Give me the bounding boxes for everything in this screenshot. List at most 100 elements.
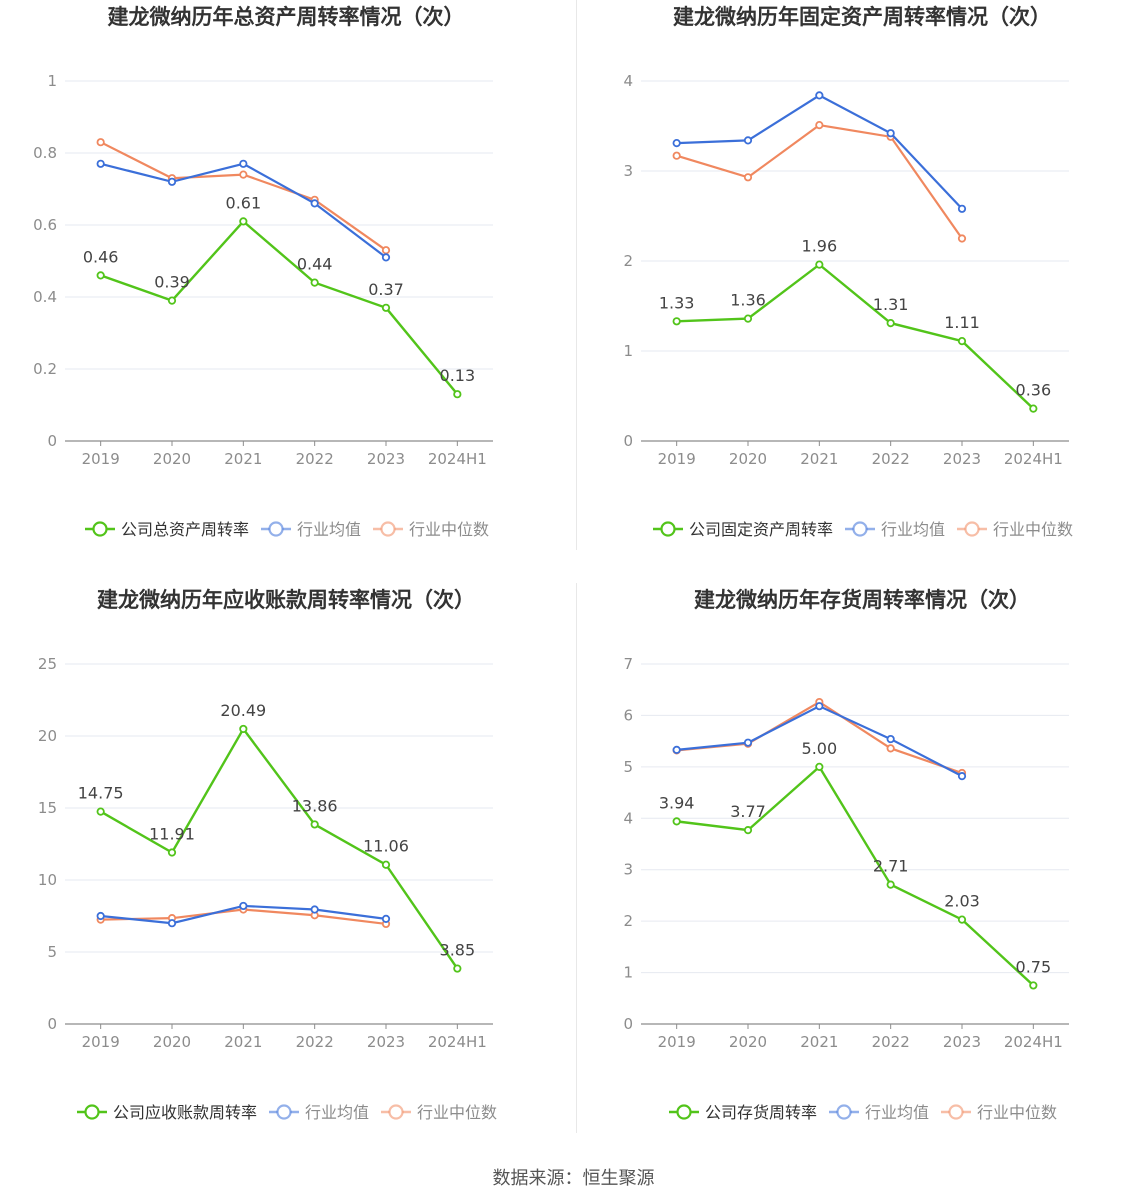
data-point-company [1029,404,1038,413]
legend-item-company: 公司固定资产周转率 [653,520,833,539]
y-tick-label: 0.2 [33,360,57,378]
data-label: 13.86 [292,796,338,815]
data-point-median [957,234,967,243]
x-tick-label: 2020 [729,1033,767,1051]
data-point-company [96,807,105,816]
y-tick-label: 5 [623,758,633,776]
data-point-avg [381,914,391,923]
x-tick-label: 2021 [800,1033,838,1051]
data-label: 14.75 [78,784,124,803]
data-point-avg [743,738,753,747]
legend-label: 行业中位数 [993,520,1073,539]
y-tick-label: 15 [38,799,57,817]
data-label: 0.36 [1016,381,1052,400]
data-label: 0.75 [1016,957,1052,976]
x-tick-label: 2020 [153,450,191,468]
data-point-avg [310,905,319,914]
data-label: 1.31 [873,295,909,314]
y-tick-label: 1 [47,72,57,90]
data-point-company [381,860,391,869]
data-point-avg [957,204,967,213]
data-point-median [815,121,824,130]
data-label: 0.39 [154,273,190,292]
data-point-company [453,964,462,973]
data-label: 0.44 [297,255,333,274]
series-line-company [100,219,459,395]
data-point-company [815,762,824,771]
data-point-median [239,170,248,179]
y-tick-label: 3 [623,861,633,879]
x-tick-label: 2024H1 [1004,1033,1063,1051]
y-tick-label: 0.8 [33,144,57,162]
x-tick-label: 2019 [82,1033,120,1051]
y-tick-label: 20 [38,727,57,745]
data-point-company [957,336,967,346]
y-tick-label: 6 [623,706,633,724]
data-point-median [886,744,895,753]
chart-title: 建龙微纳历年存货周转率情况（次） [694,588,1030,612]
data-point-company [239,724,248,734]
y-tick-label: 3 [623,162,633,180]
legend-marker-icon [388,1104,404,1120]
data-point-company [743,314,753,323]
data-point-company [815,260,824,269]
data-point-avg [239,901,248,911]
data-label: 2.71 [873,857,909,876]
y-tick-label: 7 [623,655,633,673]
legend-item-median: 行业中位数 [381,1103,497,1122]
legend-label: 行业中位数 [409,520,489,539]
panel-divider-top [576,0,577,550]
x-tick-label: 2020 [153,1033,191,1051]
legend-item-median: 行业中位数 [957,520,1073,539]
legend-label: 行业中位数 [417,1103,497,1122]
legend-marker-icon [948,1104,964,1120]
data-point-median [672,151,681,160]
legend-item-avg: 行业均值 [829,1103,929,1122]
legend-marker-icon [852,521,868,537]
data-label: 5.00 [802,739,838,758]
data-point-avg [310,199,319,208]
x-tick-label: 2021 [800,450,838,468]
data-point-company [957,915,967,924]
chart-receivables-turnover: 建龙微纳历年应收账款周转率情况（次） 0 5 10 15 20 25 2019 2020 2021… [38,588,497,1122]
data-label: 3.85 [440,941,476,960]
y-tick-label: 25 [38,655,57,673]
y-tick-label: 4 [623,809,633,827]
x-tick-label: 2019 [658,1033,696,1051]
y-tick-label: 1 [623,964,633,982]
data-point-avg [167,919,177,928]
legend-item-company: 公司总资产周转率 [85,520,249,539]
series-line-company [676,765,1035,987]
y-tick-label: 4 [623,72,633,90]
y-tick-label: 0 [47,1015,57,1033]
data-point-median [96,138,105,147]
data-label: 3.77 [730,802,766,821]
data-point-company [743,826,753,835]
data-point-avg [96,911,105,921]
legend-item-median: 行业中位数 [941,1103,1057,1122]
data-point-company [167,848,177,857]
x-tick-label: 2019 [658,450,696,468]
x-tick-label: 2024H1 [1004,450,1063,468]
y-tick-label: 5 [47,943,57,961]
data-label: 11.91 [149,824,195,843]
legend-label: 公司应收账款周转率 [113,1103,257,1122]
legend-marker-icon [964,521,980,537]
x-tick-label: 2019 [82,450,120,468]
x-tick-label: 2023 [367,1033,405,1051]
data-label: 0.13 [440,366,476,385]
chart-title: 建龙微纳历年总资产周转率情况（次） [108,5,465,29]
legend-marker-icon [268,521,284,537]
panel-divider-bottom [576,583,577,1133]
data-point-avg [815,702,824,711]
data-source-note: 数据来源：恒生聚源 [492,1168,655,1189]
x-tick-label: 2022 [296,1033,334,1051]
legend-item-company: 公司存货周转率 [669,1103,817,1122]
y-tick-label: 2 [623,252,633,270]
data-point-company [672,817,681,826]
chart-fixed-asset-turnover: 建龙微纳历年固定资产周转率情况（次） 0 1 2 3 4 2019 2020 2021 2022 2… [623,5,1073,539]
legend-label: 公司总资产周转率 [121,520,249,539]
chart-panel-total-asset-turnover: 建龙微纳历年总资产周转率情况（次） 0 0.2 0.4 0.6 0.8 1 2019 2020 2… [0,0,573,583]
chart-panel-fixed-asset-turnover: 建龙微纳历年固定资产周转率情况（次） 0 1 2 3 4 2019 2020 2021 2022 2… [576,0,1147,583]
data-point-avg [167,177,177,186]
